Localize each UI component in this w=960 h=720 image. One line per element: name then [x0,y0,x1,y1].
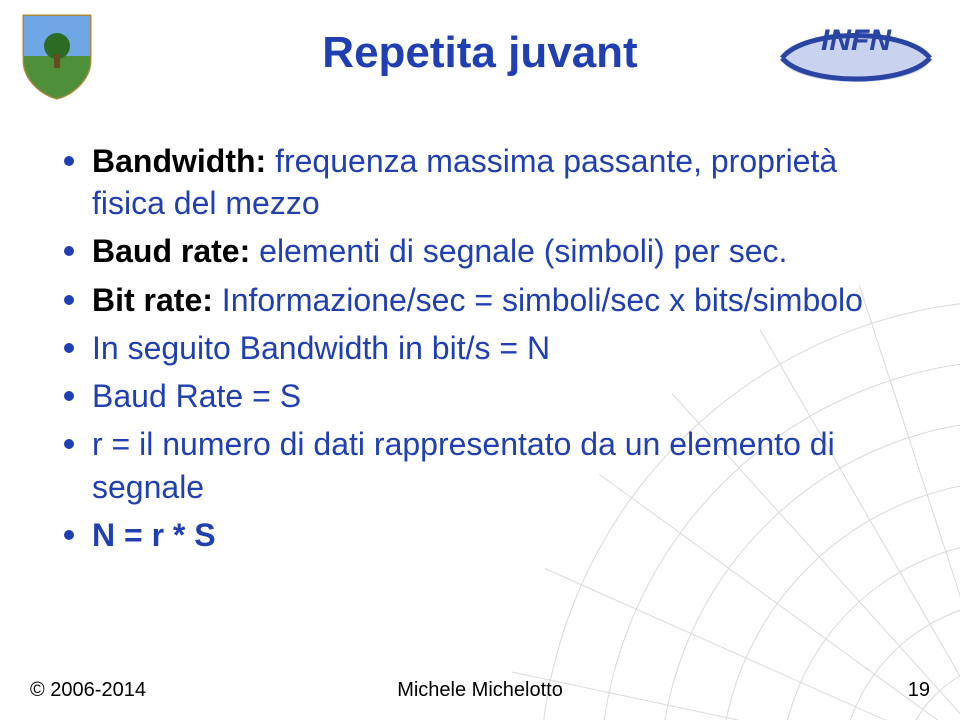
bullet-text: Baud Rate = S [92,375,896,417]
bullet-rest: r = il numero di dati rappresentato da u… [92,426,835,504]
bullet-bold: Bandwidth: [92,143,266,179]
bullet-text: In seguito Bandwidth in bit/s = N [92,327,896,369]
bullet-rest: Baud Rate = S [92,378,301,414]
bullet-dot-icon [64,246,74,256]
bullet-bold: N = r * S [92,517,216,553]
bullet-bold: Baud rate: [92,233,250,269]
bullet-text: Bit rate: Informazione/sec = simboli/sec… [92,279,896,321]
bullet-dot-icon [64,530,74,540]
bullet-bold: Bit rate: [92,282,213,318]
bullet-item: In seguito Bandwidth in bit/s = N [64,327,896,369]
bullet-item: Baud Rate = S [64,375,896,417]
slide: INFN Repetita juvant Bandwidth: frequenz… [0,0,960,720]
slide-title: Repetita juvant [0,28,960,78]
bullet-dot-icon [64,343,74,353]
footer-author: Michele Michelotto [30,679,930,702]
bullet-text: r = il numero di dati rappresentato da u… [92,423,896,507]
content-list: Bandwidth: frequenza massima passante, p… [64,140,896,562]
bullet-text: Bandwidth: frequenza massima passante, p… [92,140,896,224]
bullet-dot-icon [64,391,74,401]
bullet-rest: elementi di segnale (simboli) per sec. [250,233,787,269]
bullet-text: Baud rate: elementi di segnale (simboli)… [92,230,896,272]
bullet-item: r = il numero di dati rappresentato da u… [64,423,896,507]
bullet-dot-icon [64,156,74,166]
bullet-dot-icon [64,295,74,305]
bullet-item: Bit rate: Informazione/sec = simboli/sec… [64,279,896,321]
bullet-item: Baud rate: elementi di segnale (simboli)… [64,230,896,272]
bullet-rest: In seguito Bandwidth in bit/s = N [92,330,550,366]
bullet-item: Bandwidth: frequenza massima passante, p… [64,140,896,224]
bullet-item: N = r * S [64,514,896,556]
bullet-text: N = r * S [92,514,896,556]
bullet-rest: Informazione/sec = simboli/sec x bits/si… [213,282,863,318]
bullet-dot-icon [64,439,74,449]
footer-page-number: 19 [908,679,930,702]
